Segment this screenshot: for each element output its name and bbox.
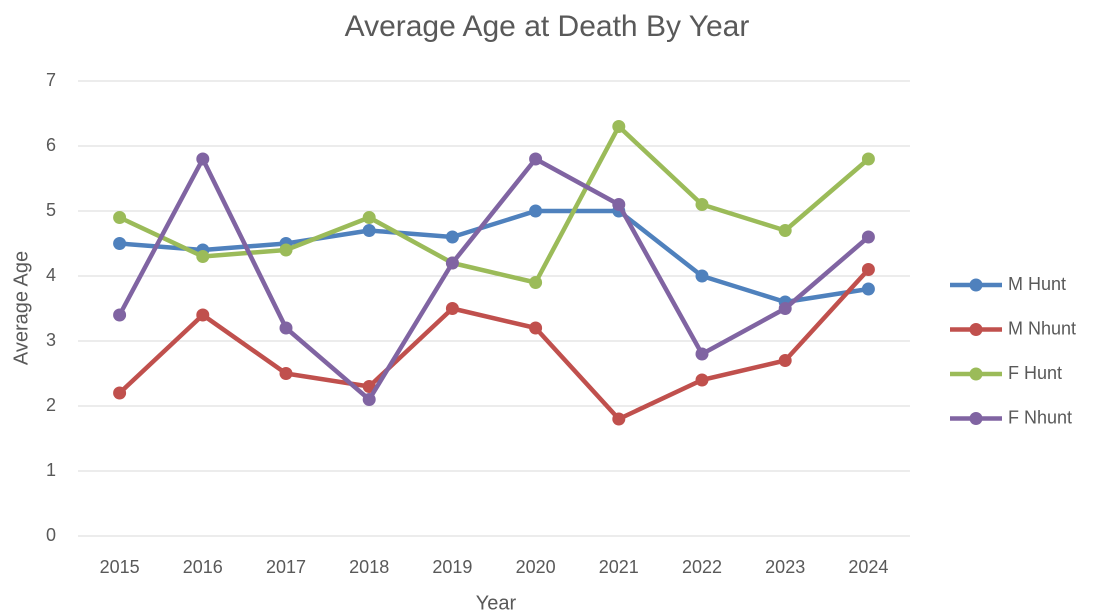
data-point: [279, 243, 293, 257]
y-tick-label: 3: [46, 330, 56, 350]
y-tick-label: 6: [46, 135, 56, 155]
x-tick-label: 2017: [266, 557, 306, 577]
data-point: [861, 230, 875, 244]
y-tick-label: 1: [46, 460, 56, 480]
series-line: [118, 124, 870, 285]
data-point: [529, 152, 543, 166]
legend-swatch-marker: [969, 412, 983, 425]
x-tick-label: 2023: [765, 557, 805, 577]
data-point: [695, 198, 709, 211]
data-point: [362, 211, 376, 224]
series-line: [119, 208, 869, 305]
data-point: [529, 276, 543, 289]
data-point: [778, 302, 792, 315]
data-point: [279, 367, 293, 380]
y-tick-label: 7: [46, 70, 56, 90]
data-point: [861, 263, 875, 276]
data-point: [113, 386, 127, 400]
data-point: [778, 224, 792, 237]
y-tick-label: 0: [46, 525, 56, 545]
y-tick-label: 4: [46, 265, 56, 285]
data-point: [695, 269, 709, 283]
data-point: [445, 230, 459, 244]
x-tick-label: 2019: [432, 557, 472, 577]
data-point: [362, 380, 376, 393]
data-point: [362, 393, 376, 406]
legend-swatch-marker: [969, 323, 983, 336]
data-point: [695, 347, 709, 361]
x-tick-label: 2021: [599, 557, 639, 577]
chart-title: Average Age at Death By Year: [345, 10, 750, 43]
legend-label: F Nhunt: [1008, 407, 1072, 427]
legend-swatch-marker: [969, 367, 983, 381]
data-point: [445, 302, 459, 315]
legend-swatch-marker: [969, 278, 983, 292]
data-point: [113, 308, 127, 322]
data-point: [529, 204, 543, 218]
y-tick-label: 2: [46, 395, 56, 415]
data-point: [362, 224, 376, 237]
data-point: [612, 412, 626, 426]
data-point: [113, 211, 127, 224]
data-point: [529, 321, 543, 335]
data-point: [695, 373, 709, 387]
data-point: [612, 198, 626, 211]
data-point: [196, 308, 210, 322]
series-line: [118, 267, 871, 422]
data-point: [861, 152, 875, 166]
x-tick-label: 2020: [516, 557, 556, 577]
data-point: [445, 256, 459, 270]
data-point: [612, 120, 626, 133]
y-tick-label: 5: [46, 200, 56, 220]
data-point: [861, 282, 875, 296]
data-point: [113, 237, 127, 250]
data-point: [778, 354, 792, 367]
data-point: [279, 321, 293, 335]
series-line: [117, 156, 870, 402]
data-point: [196, 250, 210, 263]
x-tick-label: 2024: [848, 557, 888, 577]
legend-label: M Hunt: [1008, 274, 1066, 294]
x-axis-label: Year: [476, 592, 517, 614]
legend-label: F Hunt: [1008, 363, 1062, 383]
x-tick-label: 2016: [183, 557, 223, 577]
x-tick-label: 2015: [100, 557, 140, 577]
x-tick-label: 2022: [682, 557, 722, 577]
legend-label: M Nhunt: [1008, 318, 1076, 338]
y-axis-label: Average Age: [10, 251, 32, 365]
data-point: [196, 152, 210, 166]
x-tick-label: 2018: [349, 557, 389, 577]
